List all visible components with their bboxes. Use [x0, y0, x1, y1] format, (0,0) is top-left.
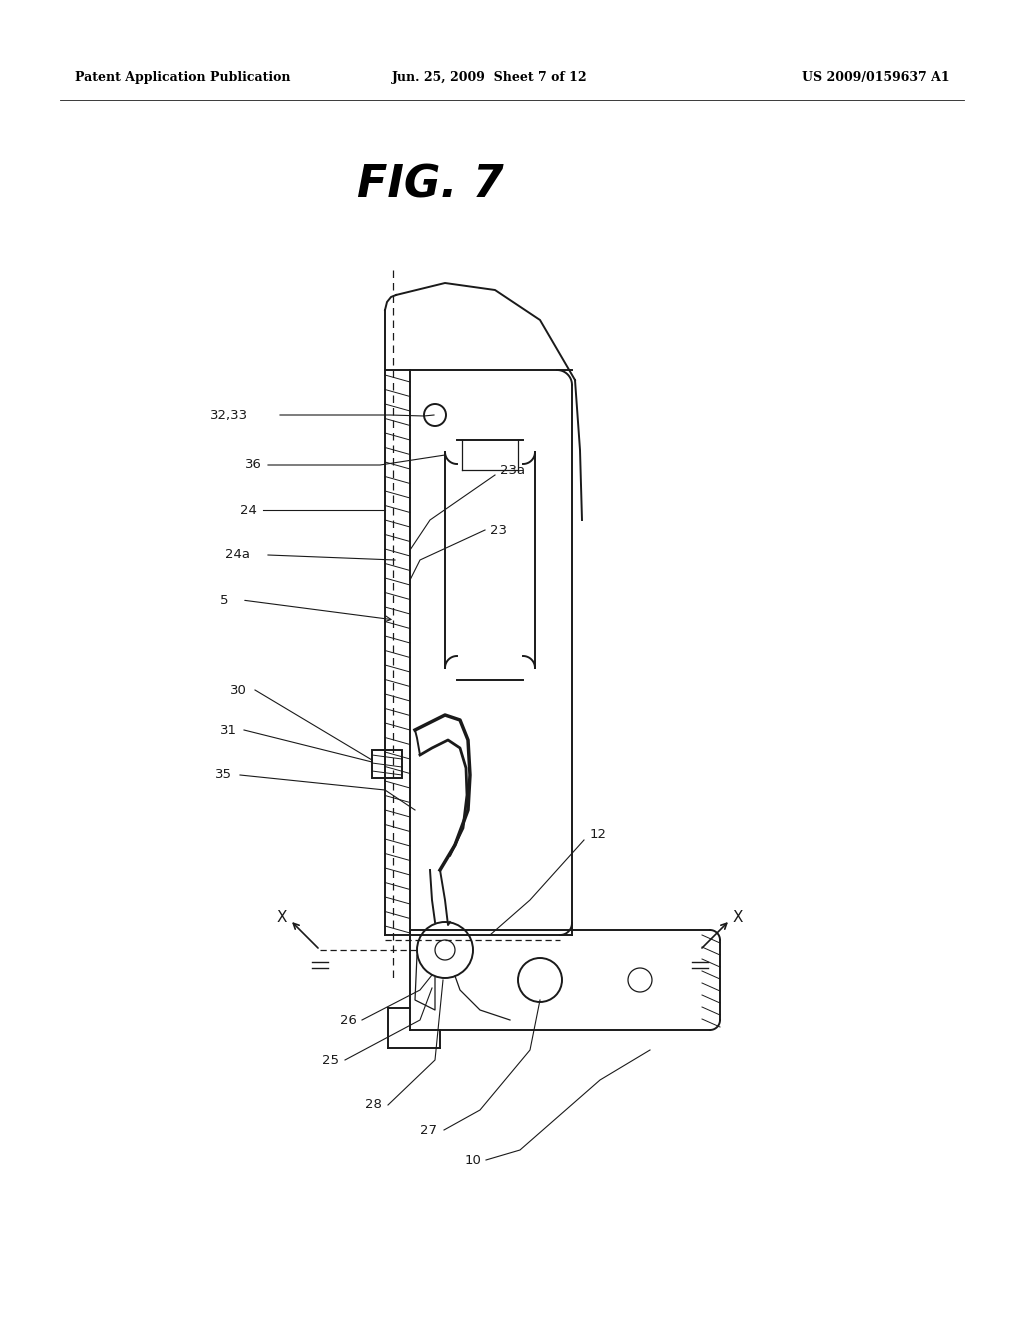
Text: 26: 26: [340, 1014, 357, 1027]
Text: US 2009/0159637 A1: US 2009/0159637 A1: [803, 71, 950, 84]
Text: 30: 30: [230, 684, 247, 697]
Text: 24a: 24a: [225, 549, 250, 561]
Text: 10: 10: [465, 1154, 482, 1167]
Text: FIG. 7: FIG. 7: [356, 164, 504, 206]
Bar: [372, 750, 402, 777]
Text: Jun. 25, 2009  Sheet 7 of 12: Jun. 25, 2009 Sheet 7 of 12: [392, 71, 588, 84]
Text: 36: 36: [245, 458, 262, 471]
Text: 23: 23: [490, 524, 507, 536]
Text: 32,33: 32,33: [210, 408, 248, 421]
Text: Patent Application Publication: Patent Application Publication: [75, 71, 291, 84]
Text: 31: 31: [220, 723, 237, 737]
Text: 12: 12: [590, 829, 607, 842]
Text: 5: 5: [220, 594, 228, 606]
Text: 25: 25: [322, 1053, 339, 1067]
Text: X: X: [733, 911, 743, 925]
Text: 27: 27: [420, 1123, 437, 1137]
Text: 28: 28: [365, 1098, 382, 1111]
Text: 35: 35: [215, 768, 232, 781]
Text: 24: 24: [240, 503, 257, 516]
Text: X: X: [276, 911, 288, 925]
Text: 23a: 23a: [500, 463, 525, 477]
